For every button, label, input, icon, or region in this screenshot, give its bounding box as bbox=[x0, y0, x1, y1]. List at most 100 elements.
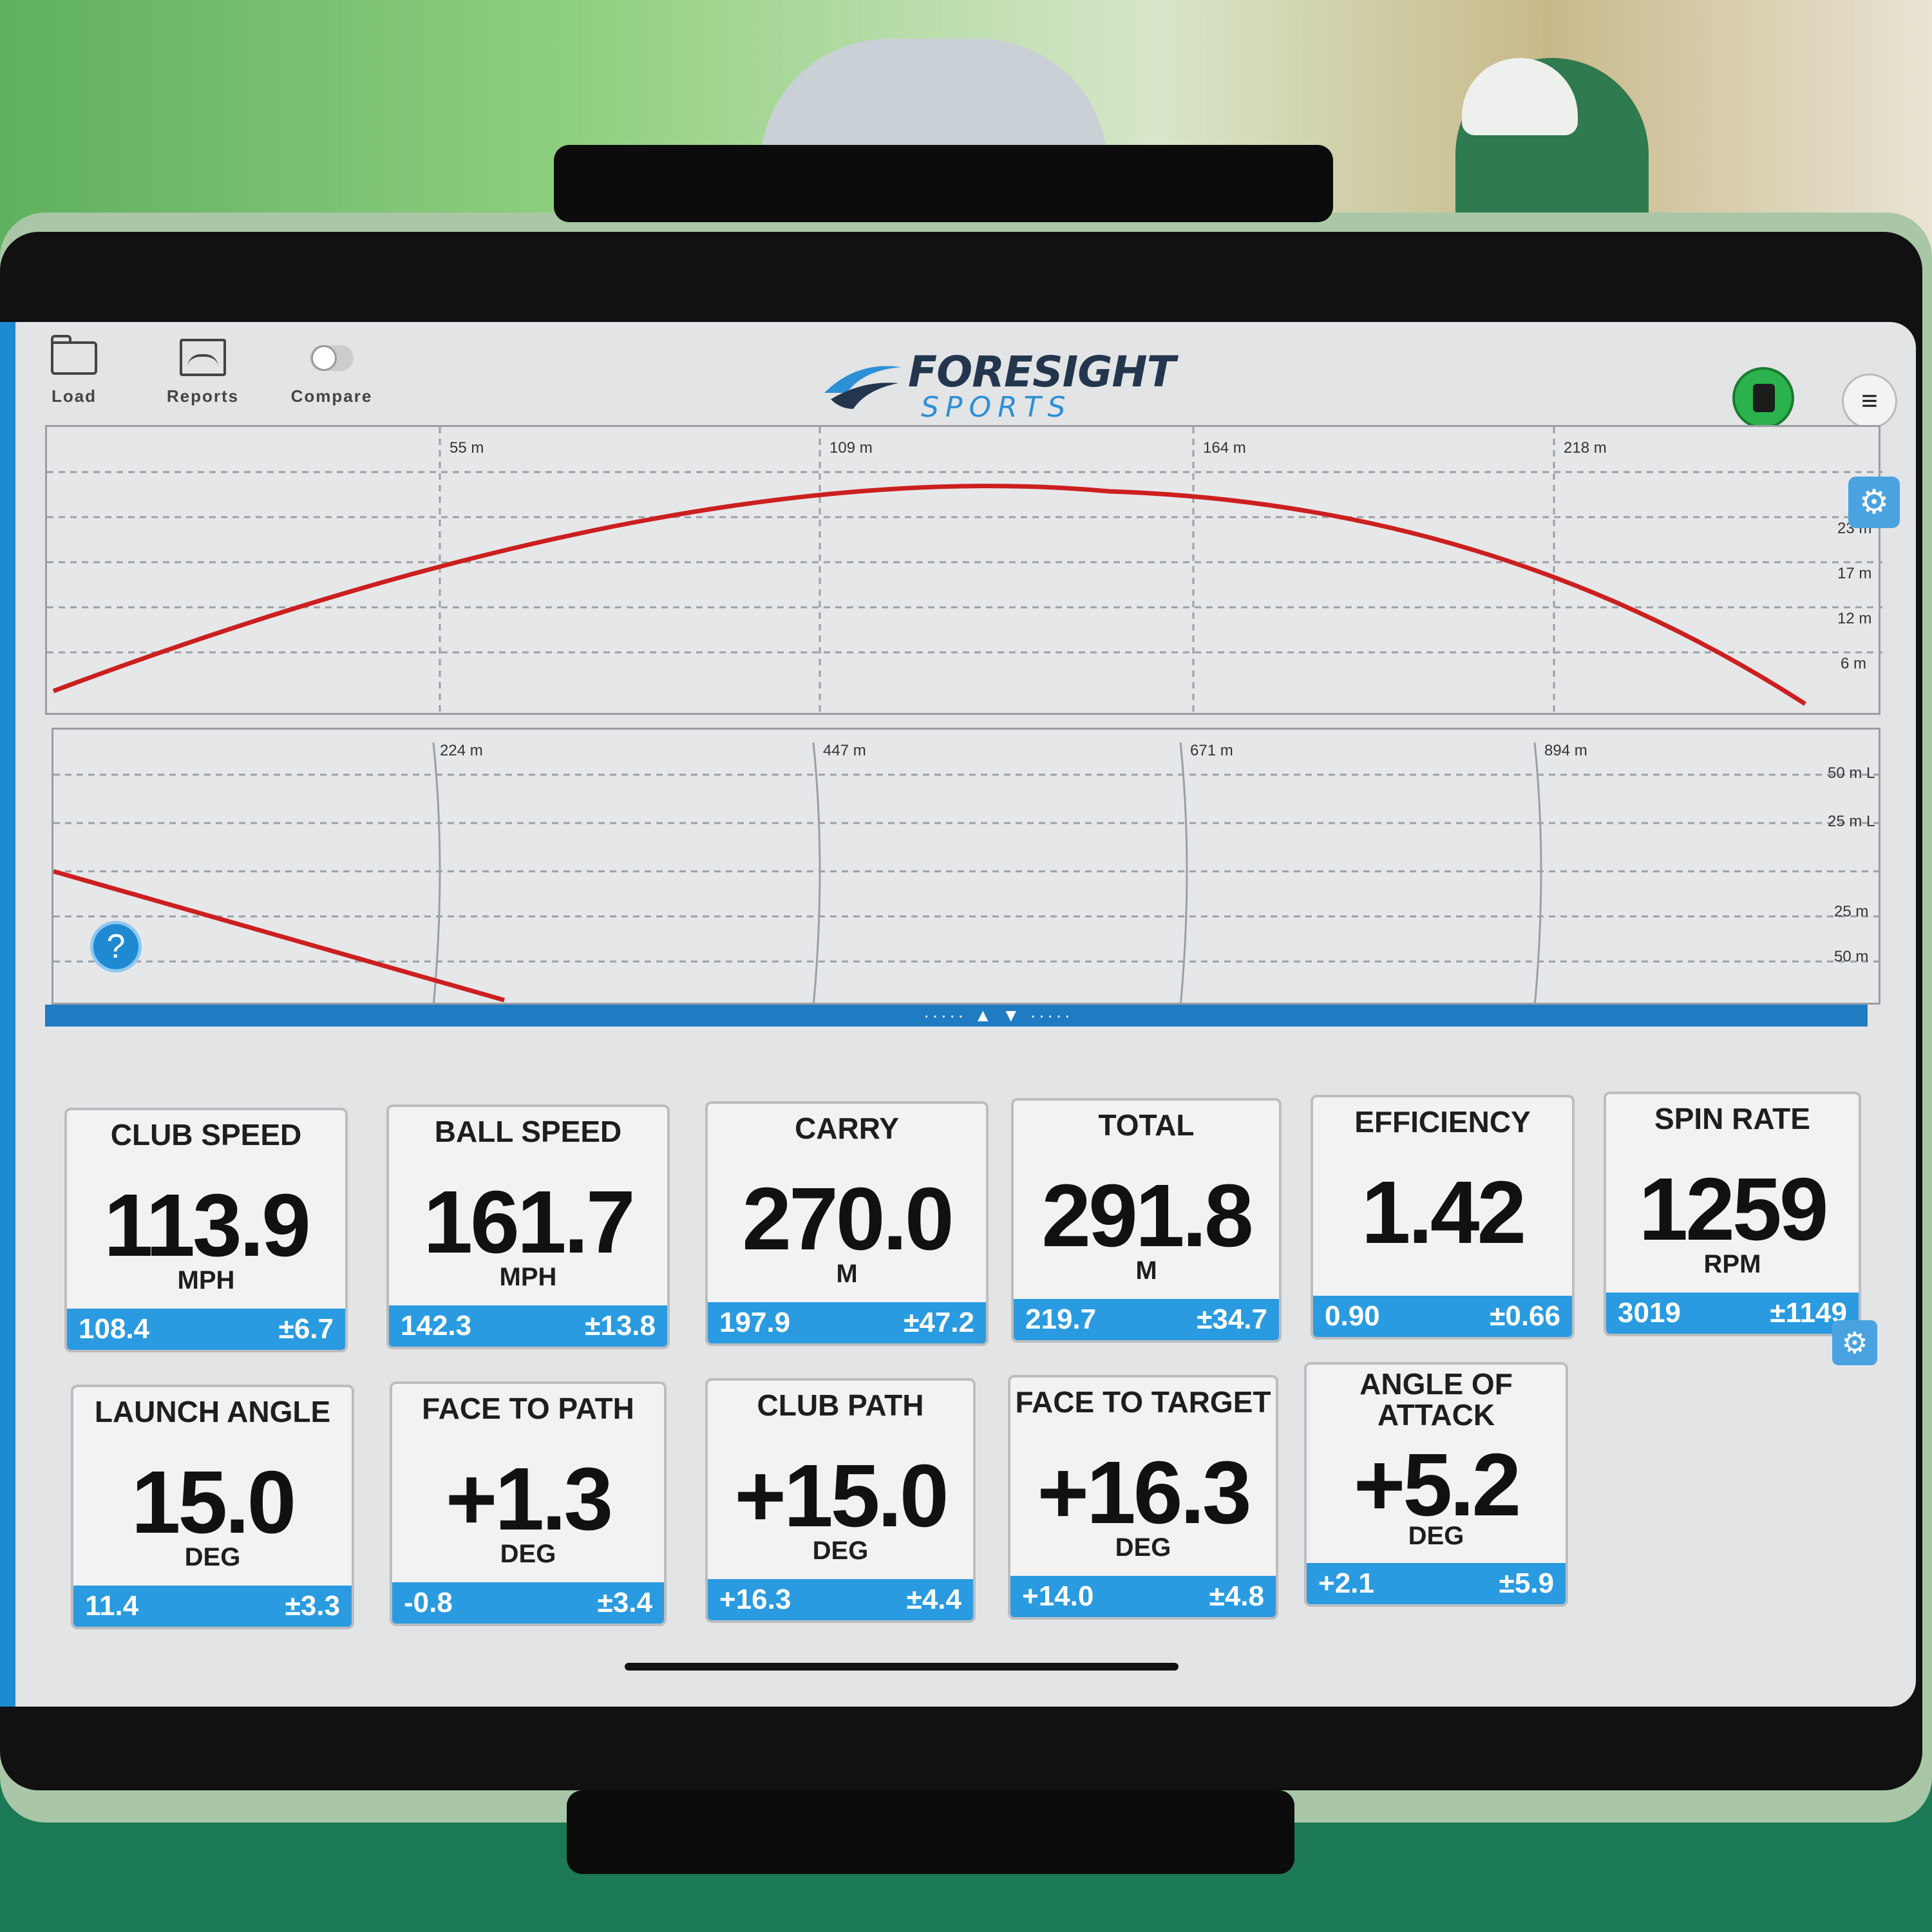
metrics-settings-gear-icon[interactable]: ⚙ bbox=[1832, 1320, 1877, 1365]
metric-tile-carry[interactable]: CARRY 270.0 M 197.9 ±47.2 bbox=[705, 1101, 989, 1346]
hamburger-menu-icon[interactable]: ≡ bbox=[1842, 374, 1897, 429]
metric-title: EFFICIENCY bbox=[1354, 1105, 1531, 1139]
metric-title: CLUB SPEED bbox=[110, 1118, 302, 1151]
metric-average: 142.3 bbox=[401, 1310, 472, 1341]
metric-deviation: ±47.2 bbox=[904, 1307, 974, 1338]
distance-arc bbox=[812, 742, 821, 1007]
distance-arc bbox=[1179, 742, 1188, 1007]
x-tick-label: 894 m bbox=[1544, 742, 1587, 759]
metric-unit: MPH bbox=[499, 1263, 557, 1291]
panel-divider-bar bbox=[45, 1005, 1868, 1027]
y-tick-label: 25 m L bbox=[1828, 813, 1875, 830]
x-tick-label: 55 m bbox=[450, 439, 484, 457]
ball-flight-trajectory bbox=[52, 484, 1806, 706]
screen-accent-strip bbox=[0, 322, 15, 1707]
metric-average: +2.1 bbox=[1318, 1567, 1374, 1599]
metric-average: 11.4 bbox=[85, 1590, 139, 1622]
y-tick-label: 50 m L bbox=[1828, 764, 1875, 782]
load-button[interactable]: Load bbox=[26, 335, 122, 425]
metric-unit: DEG bbox=[812, 1537, 869, 1565]
metric-deviation: ±4.8 bbox=[1209, 1580, 1264, 1612]
x-tick-label: 109 m bbox=[829, 439, 873, 457]
metric-average: 0.90 bbox=[1325, 1300, 1380, 1332]
metric-title: ANGLE OF ATTACK bbox=[1359, 1367, 1513, 1432]
metric-tile-club-path[interactable]: CLUB PATH +15.0 DEG +16.3 ±4.4 bbox=[705, 1378, 976, 1623]
metric-footer: 108.4 ±6.7 bbox=[67, 1309, 345, 1350]
metric-footer: 197.9 ±47.2 bbox=[708, 1302, 986, 1343]
panel-resize-handle[interactable]: ····· ▲ ▼ ····· bbox=[923, 1005, 1073, 1025]
metric-footer: +16.3 ±4.4 bbox=[708, 1579, 973, 1620]
metric-average: -0.8 bbox=[404, 1587, 453, 1618]
metric-footer: 219.7 ±34.7 bbox=[1014, 1299, 1279, 1340]
metric-title: CARRY bbox=[795, 1112, 899, 1145]
distance-arc bbox=[1533, 742, 1542, 1007]
y-tick-label: 6 m bbox=[1841, 655, 1866, 672]
ball-flight-top-trajectory bbox=[53, 869, 505, 1003]
y-tick-label: 50 m bbox=[1834, 948, 1868, 965]
metric-footer: +14.0 ±4.8 bbox=[1010, 1576, 1276, 1617]
metric-value: 15.0 bbox=[131, 1453, 297, 1552]
metric-tile-ball-speed[interactable]: BALL SPEED 161.7 MPH 142.3 ±13.8 bbox=[386, 1104, 670, 1349]
metric-value: +16.3 bbox=[1037, 1443, 1251, 1542]
metric-average: 219.7 bbox=[1025, 1303, 1097, 1335]
metric-tile-angle-of-attack[interactable]: ANGLE OF ATTACK +5.2 DEG +2.1 ±5.9 bbox=[1304, 1362, 1568, 1607]
metric-footer: 11.4 ±3.3 bbox=[73, 1586, 352, 1627]
metric-deviation: ±34.7 bbox=[1197, 1303, 1267, 1335]
metric-value: 270.0 bbox=[742, 1170, 954, 1269]
metric-value: 1259 bbox=[1638, 1160, 1829, 1259]
compare-label: Compare bbox=[290, 386, 373, 406]
x-tick-label: 447 m bbox=[823, 742, 866, 759]
brand-sub: SPORTS bbox=[921, 391, 1072, 424]
chart-settings-gear-icon[interactable]: ⚙ bbox=[1848, 477, 1900, 528]
tablet-holder-clamp bbox=[554, 145, 1333, 222]
folder-icon bbox=[48, 335, 100, 380]
metric-tile-total[interactable]: TOTAL 291.8 M 219.7 ±34.7 bbox=[1011, 1098, 1282, 1343]
toggle-icon bbox=[306, 335, 357, 380]
report-icon bbox=[177, 335, 229, 380]
help-icon[interactable]: ? bbox=[90, 921, 142, 972]
x-tick-label: 164 m bbox=[1203, 439, 1246, 457]
metric-value: 161.7 bbox=[423, 1173, 635, 1272]
metric-tile-efficiency[interactable]: EFFICIENCY 1.42 0.90 ±0.66 bbox=[1311, 1095, 1575, 1340]
reports-button[interactable]: Reports bbox=[155, 335, 251, 425]
metric-title: TOTAL bbox=[1098, 1108, 1195, 1142]
metric-title: LAUNCH ANGLE bbox=[94, 1395, 331, 1428]
metric-unit: M bbox=[836, 1260, 858, 1288]
trajectory-side-view: 55 m 109 m 164 m 218 m 23 m 17 m 12 m 6 … bbox=[45, 425, 1882, 717]
app-screen: Load Reports Compare FORESIGHT SPORTS ≡ bbox=[0, 322, 1916, 1707]
distance-arc bbox=[432, 742, 441, 1007]
x-tick-label: 224 m bbox=[440, 742, 483, 759]
reports-label: Reports bbox=[166, 386, 240, 406]
metric-footer: +2.1 ±5.9 bbox=[1307, 1563, 1566, 1604]
tablet-holder-clamp bbox=[567, 1790, 1294, 1874]
metric-deviation: ±3.3 bbox=[285, 1590, 340, 1622]
metric-tile-face-to-path[interactable]: FACE TO PATH +1.3 DEG -0.8 ±3.4 bbox=[390, 1381, 667, 1626]
metric-unit: DEG bbox=[500, 1540, 556, 1568]
metric-footer: 3019 ±1149 bbox=[1606, 1293, 1859, 1334]
launch-monitor-status-button[interactable] bbox=[1732, 367, 1794, 429]
y-tick-label: 25 m bbox=[1834, 903, 1868, 920]
compare-toggle[interactable]: Compare bbox=[283, 335, 380, 425]
metric-average: +16.3 bbox=[719, 1584, 791, 1615]
metric-average: 3019 bbox=[1618, 1297, 1681, 1329]
metric-deviation: ±4.4 bbox=[906, 1584, 961, 1615]
metric-title: CLUB PATH bbox=[757, 1388, 924, 1422]
metric-unit: DEG bbox=[1408, 1522, 1464, 1550]
metric-deviation: ±13.8 bbox=[585, 1310, 656, 1341]
y-tick-label: 12 m bbox=[1837, 610, 1871, 627]
metric-value: +1.3 bbox=[445, 1450, 613, 1549]
brand-logo: FORESIGHT SPORTS bbox=[818, 348, 1176, 425]
metric-unit: M bbox=[1135, 1256, 1157, 1285]
metric-average: 108.4 bbox=[79, 1313, 150, 1345]
metric-value: 1.42 bbox=[1361, 1163, 1527, 1262]
metric-tile-club-speed[interactable]: CLUB SPEED 113.9 MPH 108.4 ±6.7 bbox=[64, 1108, 348, 1352]
foresight-logo-icon bbox=[818, 354, 908, 419]
metric-unit: DEG bbox=[184, 1543, 241, 1571]
metric-title: SPIN RATE bbox=[1654, 1102, 1810, 1135]
metric-unit: MPH bbox=[177, 1266, 235, 1294]
home-indicator[interactable] bbox=[625, 1663, 1179, 1671]
metric-title: FACE TO TARGET bbox=[1015, 1385, 1271, 1419]
metric-tile-spin-rate[interactable]: SPIN RATE 1259 RPM 3019 ±1149 bbox=[1604, 1092, 1861, 1336]
metric-tile-face-to-target[interactable]: FACE TO TARGET +16.3 DEG +14.0 ±4.8 bbox=[1008, 1375, 1278, 1620]
metric-tile-launch-angle[interactable]: LAUNCH ANGLE 15.0 DEG 11.4 ±3.3 bbox=[71, 1385, 354, 1629]
